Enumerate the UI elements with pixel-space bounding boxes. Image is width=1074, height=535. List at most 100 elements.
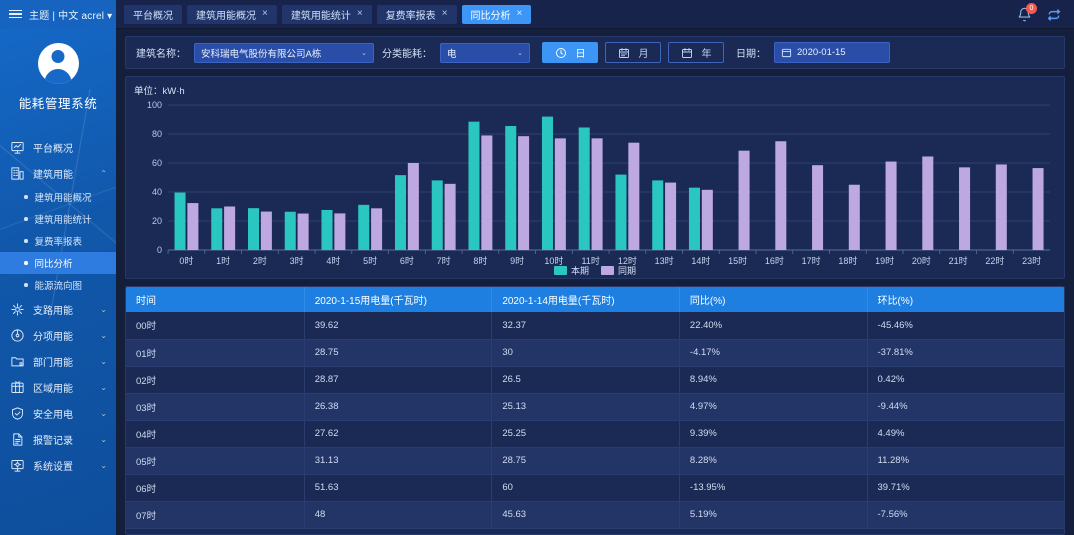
table-column-header-1: 2020-1-15用电量(千瓦时) <box>304 287 493 312</box>
topbar-actions: 0 <box>1017 0 1062 29</box>
table-row[interactable]: 04时 27.62 25.25 9.39% 4.49% <box>126 420 1064 448</box>
sidebar-item-8[interactable]: 系统设置 ⌄ <box>0 452 116 478</box>
svg-text:13时: 13时 <box>655 255 674 266</box>
branch-icon <box>11 302 24 316</box>
table-column-header-2: 2020-1-14用电量(千瓦时) <box>491 287 680 312</box>
chevron-icon[interactable]: ⌄ <box>100 460 107 470</box>
sidebar-subitem-1-3[interactable]: 同比分析 <box>0 252 116 274</box>
sidebar-item-label: 分项用能 <box>33 331 73 343</box>
table-cell-0-2: 32.37 <box>491 312 680 340</box>
tab-0[interactable]: 平台概况 <box>124 4 182 24</box>
document-icon <box>13 432 23 446</box>
svg-text:4时: 4时 <box>326 255 340 266</box>
comparison-chart-card: 单位：kW·h 0 20 40 60 80 100 0时 1时 2时 3时 4时 5时 6时 7时 8时 9时… <box>125 76 1065 279</box>
table-cell-1-1: 28.75 <box>304 339 493 367</box>
sidebar-item-6[interactable]: 安全用电 ⌄ <box>0 400 116 426</box>
table-cell-4-2: 25.25 <box>491 420 680 448</box>
notification-bell-button[interactable]: 0 <box>1017 3 1037 22</box>
svg-text:1时: 1时 <box>216 255 230 266</box>
sidebar-subitem-1-4[interactable]: 能源流向图 <box>0 274 116 296</box>
period-button-1[interactable]: 月 <box>605 42 661 63</box>
table-row[interactable]: 01时 28.75 30 -4.17% -37.81% <box>126 339 1064 367</box>
bullet-icon <box>24 195 28 199</box>
sidebar-item-4[interactable]: 部门用能 ⌄ <box>0 348 116 374</box>
svg-text:20: 20 <box>152 216 162 226</box>
bullet-icon <box>24 283 28 287</box>
table-row[interactable]: 00时 39.62 32.37 22.40% -45.46% <box>126 312 1064 340</box>
chevron-icon[interactable]: ⌄ <box>100 356 107 366</box>
refresh-button[interactable] <box>1046 7 1062 23</box>
tab-3[interactable]: 复费率报表 × <box>376 4 457 24</box>
energy-type-select[interactable]: 电 ⌄ <box>440 42 530 63</box>
table-cell-2-3: 8.94% <box>679 366 868 394</box>
sidebar-subitem-1-0[interactable]: 建筑用能概况 <box>0 186 116 208</box>
table-row[interactable]: 03时 26.38 25.13 4.97% -9.44% <box>126 393 1064 421</box>
svg-text:7时: 7时 <box>437 255 451 266</box>
table-cell-2-4: 0.42% <box>867 366 1064 394</box>
sidebar-item-7[interactable]: 报警记录 ⌄ <box>0 426 116 452</box>
date-picker[interactable]: 2020-01-15 <box>774 42 890 63</box>
svg-text:14时: 14时 <box>691 255 710 266</box>
close-icon[interactable]: × <box>356 8 363 19</box>
close-icon[interactable]: × <box>516 8 523 19</box>
sidebar-subitem-1-1[interactable]: 建筑用能统计 <box>0 208 116 230</box>
table-row[interactable]: 05时 31.13 28.75 8.28% 11.28% <box>126 447 1064 475</box>
sidebar-subitem-1-2[interactable]: 复费率报表 <box>0 230 116 252</box>
table-row[interactable]: 06时 51.63 60 -13.95% 39.71% <box>126 474 1064 502</box>
close-icon[interactable]: × <box>441 8 448 19</box>
svg-text:5时: 5时 <box>363 255 377 266</box>
topbar-brand-area: 主题 | 中文 acrel ▾ <box>0 0 116 29</box>
legend-item-0[interactable]: 本期 <box>553 264 589 277</box>
chevron-icon[interactable]: ⌄ <box>100 330 107 340</box>
building-select[interactable]: 安科瑞电气股份有限公司A栋 ⌄ <box>194 42 374 63</box>
table-cell-6-3: -13.95% <box>679 474 868 502</box>
legend-label: 同期 <box>618 266 637 276</box>
building-select-value: 安科瑞电气股份有限公司A栋 <box>201 48 322 60</box>
topbar-user-menu[interactable]: 主题 | 中文 acrel ▾ <box>29 10 113 22</box>
chevron-icon[interactable]: ⌃ <box>100 168 107 178</box>
svg-text:100: 100 <box>147 100 162 110</box>
table-row[interactable]: 02时 28.87 26.5 8.94% 0.42% <box>126 366 1064 394</box>
folder-icon <box>11 356 24 366</box>
period-button-2[interactable]: 年 <box>668 42 724 63</box>
tab-1[interactable]: 建筑用能概况 × <box>187 4 277 24</box>
svg-text:23时: 23时 <box>1022 255 1041 266</box>
legend-item-1[interactable]: 同期 <box>601 264 636 277</box>
energy-type-label: 分类能耗： <box>382 49 432 60</box>
chevron-icon[interactable]: ⌄ <box>100 382 107 392</box>
chevron-icon[interactable]: ⌄ <box>100 408 107 418</box>
chevron-icon[interactable]: ⌄ <box>100 434 107 444</box>
sidebar-item-1[interactable]: 建筑用能 ⌃ <box>0 160 116 186</box>
table-cell-5-2: 28.75 <box>491 447 680 475</box>
sidebar-item-2[interactable]: 支路用能 ⌄ <box>0 296 116 322</box>
chevron-icon[interactable]: ⌄ <box>100 304 107 314</box>
tab-2[interactable]: 建筑用能统计 × <box>281 4 372 24</box>
sidebar-item-0[interactable]: 平台概况 <box>0 134 116 160</box>
sidebar-item-5[interactable]: 区域用能 ⌄ <box>0 374 116 400</box>
shield-check-icon <box>12 406 23 420</box>
table-cell-3-3: 4.97% <box>679 393 868 421</box>
tab-bar: 平台概况 建筑用能概况 × 建筑用能统计 × 复费率报表 × 同比分析 × <box>116 0 532 29</box>
sidebar-item-label: 系统设置 <box>33 461 73 473</box>
settings-monitor-icon <box>11 459 24 472</box>
svg-text:17时: 17时 <box>802 255 821 266</box>
svg-text:19时: 19时 <box>875 255 894 266</box>
table-cell-3-0: 03时 <box>126 393 305 421</box>
table-column-header-0: 时间 <box>126 287 305 312</box>
close-icon[interactable]: × <box>262 8 268 19</box>
notification-badge: 0 <box>1026 3 1037 14</box>
table-cell-1-0: 01时 <box>126 339 305 367</box>
table-body: 00时 39.62 32.37 22.40% -45.46% 01时 28.75 30 -4.1… <box>126 312 1064 529</box>
sidebar-subitem-label: 建筑用能统计 <box>34 215 92 226</box>
sidebar-item-label: 区域用能 <box>33 383 73 395</box>
sidebar-item-3[interactable]: 分项用能 ⌄ <box>0 322 116 348</box>
table-cell-3-4: -9.44% <box>867 393 1064 421</box>
table-cell-0-1: 39.62 <box>304 312 493 340</box>
svg-text:22时: 22时 <box>985 255 1004 266</box>
sidebar-subitem-label: 复费率报表 <box>34 237 83 248</box>
table-row[interactable]: 07时 48 45.63 5.19% -7.56% <box>126 501 1064 529</box>
hamburger-icon[interactable] <box>9 9 22 19</box>
tab-4[interactable]: 同比分析 × <box>461 4 532 24</box>
period-button-0[interactable]: 日 <box>542 42 598 63</box>
svg-text:3时: 3时 <box>290 255 304 266</box>
